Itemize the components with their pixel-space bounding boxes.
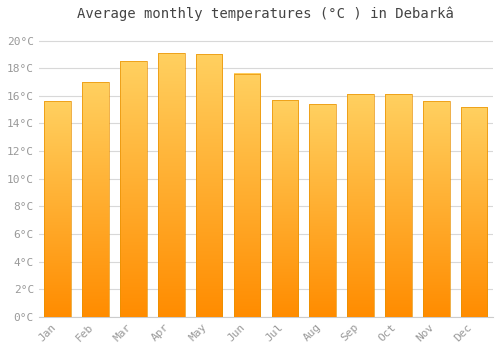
Bar <box>44 102 71 317</box>
Bar <box>272 100 298 317</box>
Bar <box>385 94 411 317</box>
Title: Average monthly temperatures (°C ) in Debarkâ: Average monthly temperatures (°C ) in De… <box>78 7 454 21</box>
Bar <box>348 94 374 317</box>
Bar <box>234 74 260 317</box>
Bar <box>82 82 109 317</box>
Bar <box>423 102 450 317</box>
Bar <box>461 107 487 317</box>
Bar <box>196 54 222 317</box>
Bar <box>120 61 146 317</box>
Bar <box>158 53 184 317</box>
Bar <box>310 104 336 317</box>
